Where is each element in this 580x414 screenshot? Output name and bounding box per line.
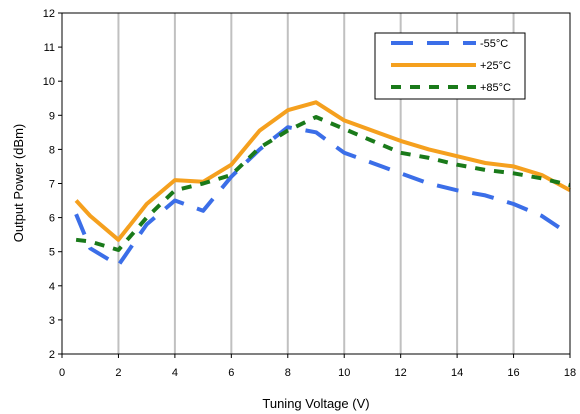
y-tick-label: 5 [49, 247, 55, 259]
x-tick-label: 10 [338, 367, 350, 379]
y-axis-title: Output Power (dBm) [11, 124, 26, 243]
x-tick-label: 14 [451, 367, 463, 379]
y-tick-label: 7 [49, 179, 55, 191]
y-tick-label: 2 [49, 349, 55, 361]
x-tick-label: 0 [59, 367, 65, 379]
y-tick-label: 12 [43, 8, 55, 20]
legend-label: +85°C [480, 82, 511, 94]
x-tick-label: 4 [172, 367, 178, 379]
x-tick-label: 2 [115, 367, 121, 379]
series-line [75, 115, 571, 252]
y-tick-label: 8 [49, 144, 55, 156]
legend-label: -55°C [480, 38, 508, 50]
x-tick-label: 18 [564, 367, 576, 379]
x-tick-label: 6 [228, 367, 234, 379]
y-tick-label: 11 [44, 42, 55, 54]
y-tick-label: 10 [43, 76, 55, 88]
y-tick-label: 3 [49, 315, 55, 327]
x-tick-label: 12 [395, 367, 407, 379]
y-tick-label: 4 [49, 281, 55, 293]
y-tick-label: 6 [49, 213, 55, 225]
series-line [74, 125, 572, 268]
series-layer [74, 100, 572, 268]
legend-label: +25°C [480, 60, 511, 72]
x-axis-title: Tuning Voltage (V) [262, 396, 369, 411]
plot-frame [61, 12, 571, 355]
y-tick-label: 9 [49, 110, 55, 122]
legend: -55°C +25°C +85°C [374, 32, 526, 100]
x-tick-label: 16 [507, 367, 519, 379]
series-line [74, 100, 571, 242]
x-tick-label: 8 [285, 367, 291, 379]
